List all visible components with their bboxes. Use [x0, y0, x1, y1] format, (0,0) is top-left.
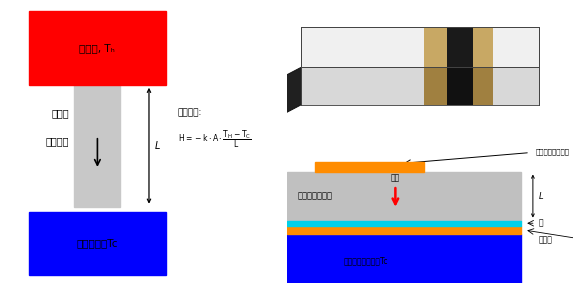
Bar — [286, 234, 521, 283]
Polygon shape — [301, 67, 539, 105]
Text: 阻热物（材料）: 阻热物（材料） — [298, 192, 333, 201]
Bar — [29, 11, 166, 85]
Polygon shape — [447, 27, 473, 67]
Bar — [74, 85, 120, 207]
Text: 热流方向: 热流方向 — [45, 136, 69, 147]
Bar — [286, 171, 521, 220]
Bar — [286, 220, 521, 226]
Polygon shape — [286, 67, 301, 113]
Text: 热导体: 热导体 — [51, 108, 69, 118]
Text: 信号平面，发热源: 信号平面，发热源 — [536, 148, 570, 155]
Text: 垫: 垫 — [539, 219, 543, 228]
Text: 导热板: 导热板 — [539, 235, 552, 244]
Polygon shape — [424, 27, 493, 67]
Text: $\mathrm{H = -k \cdot A \cdot \dfrac{T_H - T_C}{L}}$: $\mathrm{H = -k \cdot A \cdot \dfrac{T_H… — [178, 128, 252, 150]
Text: 热流方程:: 热流方程: — [178, 109, 202, 118]
Text: L: L — [155, 141, 160, 151]
Text: L: L — [539, 192, 543, 201]
Bar — [315, 162, 424, 171]
Text: 热流: 热流 — [391, 173, 400, 183]
Text: 低温区域，Tc: 低温区域，Tc — [77, 238, 118, 248]
Text: 发热源, Tₕ: 发热源, Tₕ — [80, 43, 115, 53]
Bar — [286, 226, 521, 234]
Polygon shape — [301, 27, 539, 67]
Text: 散热器低温区域，Tc: 散热器低温区域，Tc — [344, 257, 388, 266]
Polygon shape — [424, 67, 493, 105]
Bar — [29, 212, 166, 275]
Polygon shape — [447, 67, 473, 105]
